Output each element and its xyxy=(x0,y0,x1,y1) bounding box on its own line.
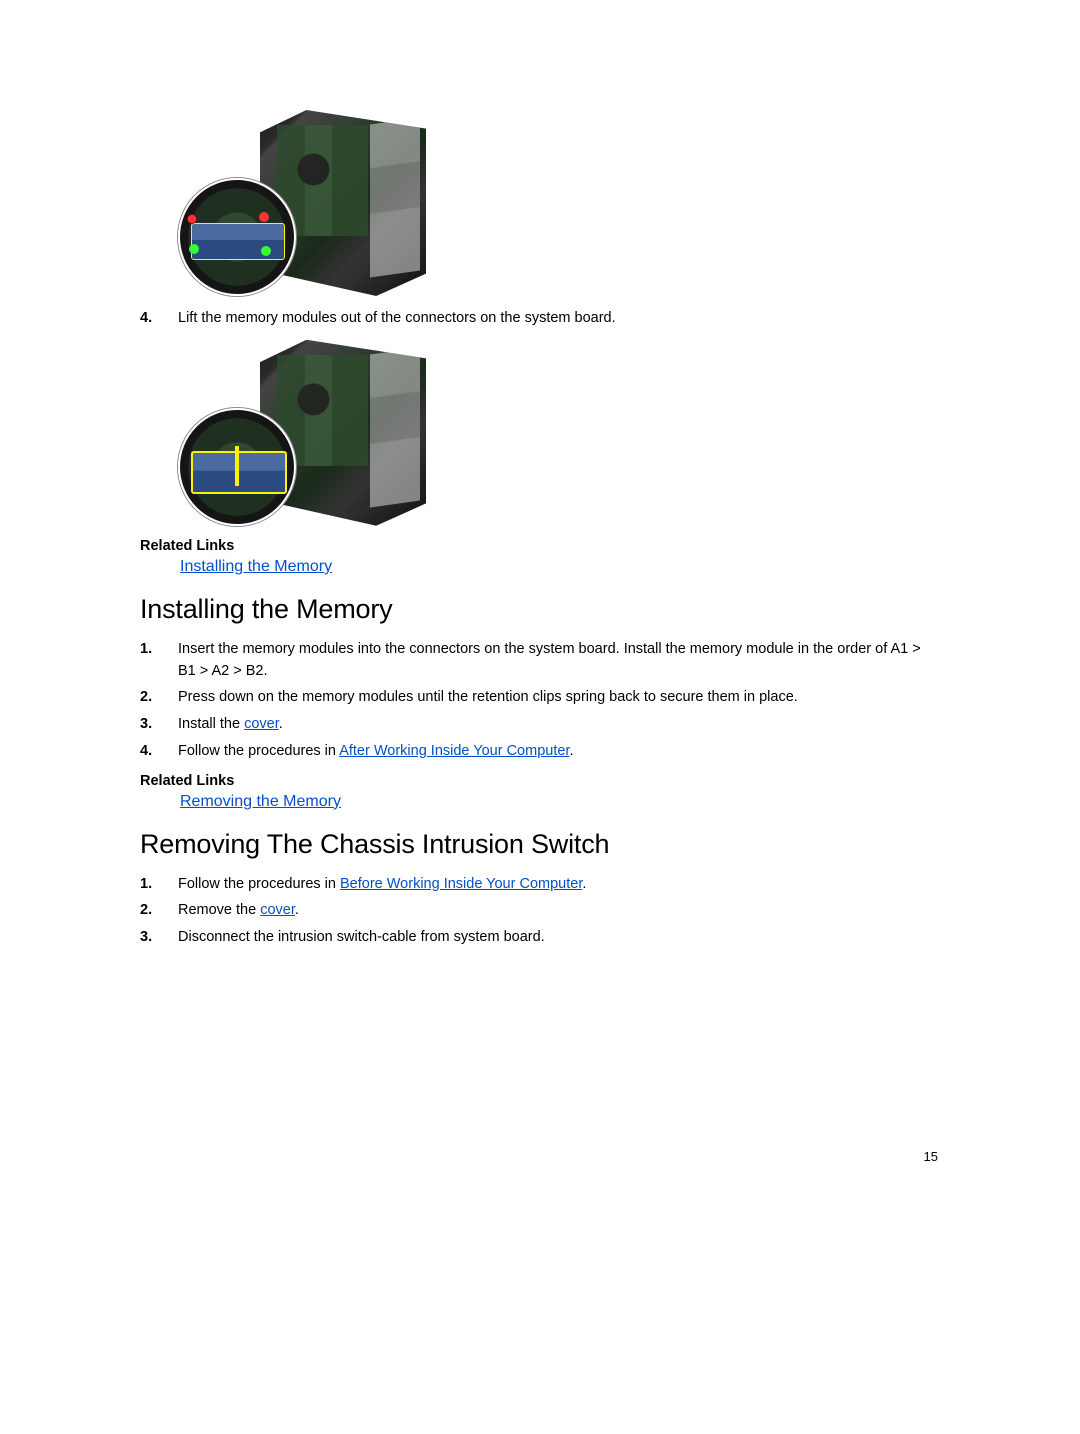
page-number: 15 xyxy=(924,1149,938,1164)
link-after-working-inside[interactable]: After Working Inside Your Computer xyxy=(339,743,569,759)
heading-installing-memory: Installing the Memory xyxy=(140,594,940,625)
related-links-list: Removing the Memory xyxy=(140,793,940,811)
link-installing-memory[interactable]: Installing the Memory xyxy=(180,558,332,575)
heading-removing-chassis-intrusion: Removing The Chassis Intrusion Switch xyxy=(140,829,940,860)
step-item: Disconnect the intrusion switch-cable fr… xyxy=(140,927,940,949)
step-item: Lift the memory modules out of the conne… xyxy=(140,308,940,330)
step-text-suffix: . xyxy=(279,716,283,732)
link-removing-memory[interactable]: Removing the Memory xyxy=(180,793,341,810)
step-item: Follow the procedures in After Working I… xyxy=(140,741,940,763)
step-text-suffix: . xyxy=(569,743,573,759)
step-list-removing-chassis: Follow the procedures in Before Working … xyxy=(140,874,940,949)
step-item: Insert the memory modules into the conne… xyxy=(140,639,940,683)
inset-circle-detail xyxy=(178,178,296,296)
step-item: Follow the procedures in Before Working … xyxy=(140,874,940,896)
step-text-prefix: Follow the procedures in xyxy=(178,876,340,892)
step-text-prefix: Install the xyxy=(178,716,244,732)
inset-circle-detail xyxy=(178,408,296,526)
figure-memory-clips xyxy=(178,110,940,296)
step-text: Insert the memory modules into the conne… xyxy=(178,641,921,679)
figure-image xyxy=(178,340,426,526)
step-text-prefix: Follow the procedures in xyxy=(178,743,339,759)
step-text: Disconnect the intrusion switch-cable fr… xyxy=(178,929,545,945)
figure-memory-lift xyxy=(178,340,940,526)
step-text: Press down on the memory modules until t… xyxy=(178,689,798,705)
link-cover[interactable]: cover xyxy=(244,716,279,732)
step-list-removing-memory-cont: Lift the memory modules out of the conne… xyxy=(140,308,940,330)
related-links-list: Installing the Memory xyxy=(140,558,940,576)
document-page: Lift the memory modules out of the conne… xyxy=(0,0,1080,949)
step-list-installing-memory: Insert the memory modules into the conne… xyxy=(140,639,940,763)
step-item: Install the cover. xyxy=(140,714,940,736)
step-item: Remove the cover. xyxy=(140,900,940,922)
link-cover[interactable]: cover xyxy=(260,902,295,918)
link-before-working-inside[interactable]: Before Working Inside Your Computer xyxy=(340,876,582,892)
step-text-suffix: . xyxy=(295,902,299,918)
step-text: Lift the memory modules out of the conne… xyxy=(178,310,616,326)
related-links-heading: Related Links xyxy=(140,773,940,789)
step-text-suffix: . xyxy=(582,876,586,892)
related-links-heading: Related Links xyxy=(140,538,940,554)
figure-image xyxy=(178,110,426,296)
step-text-prefix: Remove the xyxy=(178,902,260,918)
step-item: Press down on the memory modules until t… xyxy=(140,687,940,709)
